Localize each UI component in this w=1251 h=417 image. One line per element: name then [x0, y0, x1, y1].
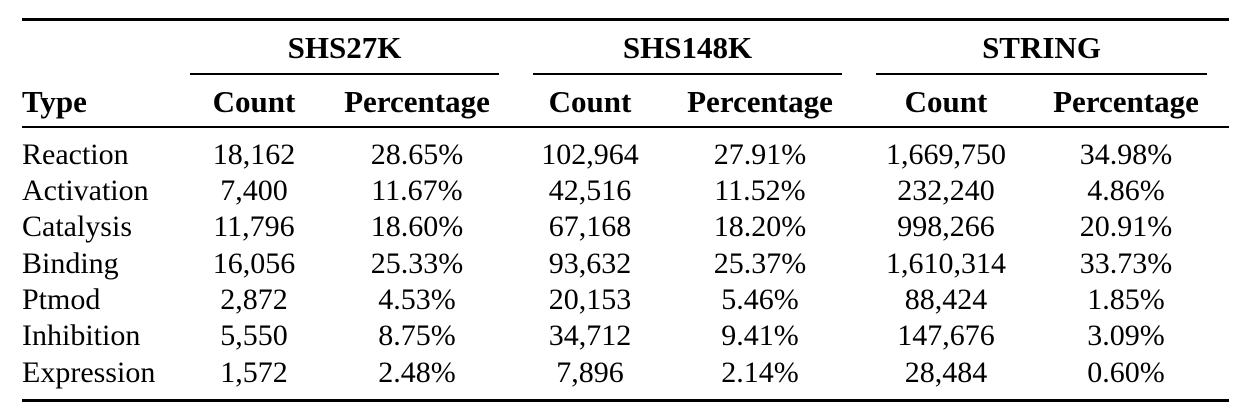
percentage-cell: 2.14%	[721, 356, 799, 389]
column-header-count: Count	[212, 84, 296, 119]
column-header-percentage: Percentage	[344, 84, 490, 119]
count-cell: 1,610,314	[886, 247, 1006, 280]
column-header-percentage: Percentage	[1053, 84, 1199, 119]
table-header-rule	[22, 126, 1229, 128]
count-cell: 88,424	[904, 283, 988, 316]
count-cell: 42,516	[548, 174, 632, 207]
percentage-cell: 2.48%	[378, 356, 456, 389]
percentage-cell: 28.65%	[370, 138, 464, 171]
percentage-cell: 9.41%	[721, 319, 799, 352]
row-type-label: Catalysis	[22, 210, 132, 243]
count-cell: 67,168	[548, 210, 632, 243]
count-cell: 102,964	[541, 138, 639, 171]
row-type-label: Activation	[22, 174, 149, 207]
percentage-cell: 27.91%	[713, 138, 807, 171]
count-cell: 20,153	[548, 283, 632, 316]
count-cell: 1,669,750	[886, 138, 1006, 171]
count-cell: 5,550	[220, 319, 288, 352]
row-type-label: Inhibition	[22, 319, 141, 352]
row-type-label: Ptmod	[22, 283, 101, 316]
percentage-cell: 20.91%	[1079, 210, 1173, 243]
percentage-cell: 18.60%	[370, 210, 464, 243]
count-cell: 28,484	[904, 356, 988, 389]
percentage-cell: 11.67%	[371, 174, 463, 207]
percentage-cell: 3.09%	[1087, 319, 1165, 352]
count-cell: 18,162	[212, 138, 296, 171]
percentage-cell: 18.20%	[713, 210, 807, 243]
group-header-shs27k: SHS27K	[287, 30, 402, 65]
count-cell: 34,712	[548, 319, 632, 352]
count-cell: 11,796	[213, 210, 295, 243]
percentage-cell: 4.86%	[1087, 174, 1165, 207]
group-underline-shs27k	[190, 73, 499, 75]
count-cell: 232,240	[897, 174, 995, 207]
group-header-string: STRING	[982, 30, 1101, 65]
table-bottom-rule	[22, 399, 1229, 402]
count-cell: 7,400	[220, 174, 288, 207]
percentage-cell: 1.85%	[1087, 283, 1165, 316]
count-cell: 93,632	[548, 247, 632, 280]
percentage-cell: 25.37%	[713, 247, 807, 280]
count-cell: 1,572	[220, 356, 288, 389]
percentage-cell: 25.33%	[370, 247, 464, 280]
column-header-percentage: Percentage	[687, 84, 833, 119]
percentage-cell: 8.75%	[378, 319, 456, 352]
percentage-cell: 11.52%	[714, 174, 806, 207]
column-header-type: Type	[22, 84, 87, 119]
count-cell: 147,676	[897, 319, 995, 352]
percentage-cell: 4.53%	[378, 283, 456, 316]
count-cell: 7,896	[556, 356, 624, 389]
column-header-count: Count	[904, 84, 988, 119]
count-cell: 998,266	[897, 210, 995, 243]
count-cell: 16,056	[212, 247, 296, 280]
percentage-cell: 34.98%	[1079, 138, 1173, 171]
percentage-cell: 0.60%	[1087, 356, 1165, 389]
row-type-label: Reaction	[22, 138, 129, 171]
row-type-label: Expression	[22, 356, 156, 389]
group-header-shs148k: SHS148K	[622, 30, 753, 65]
table-top-rule	[22, 18, 1229, 21]
column-header-count: Count	[548, 84, 632, 119]
percentage-cell: 33.73%	[1079, 247, 1173, 280]
count-cell: 2,872	[220, 283, 288, 316]
percentage-cell: 5.46%	[721, 283, 799, 316]
group-underline-string	[876, 73, 1207, 75]
row-type-label: Binding	[22, 247, 119, 280]
group-underline-shs148k	[533, 73, 842, 75]
